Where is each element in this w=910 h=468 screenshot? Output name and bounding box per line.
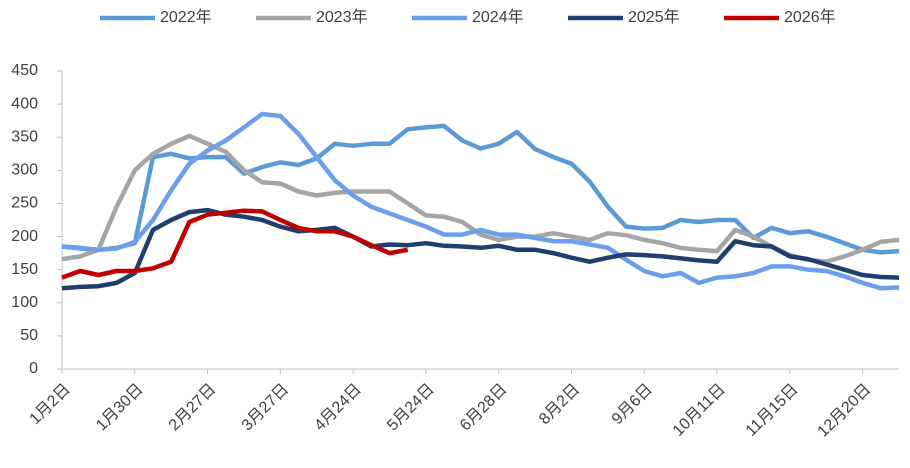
x-tick-label: 10月11日	[670, 381, 729, 440]
x-tick-label: 1月2日	[27, 381, 74, 428]
series-line	[61, 111, 900, 291]
x-tick-label: 9月6日	[609, 381, 656, 428]
y-tick-label: 300	[11, 162, 38, 179]
x-tick-label: 5月24日	[384, 381, 438, 435]
y-tick-label: 100	[11, 294, 38, 311]
y-tick-label: 50	[20, 327, 38, 344]
y-tick-label: 350	[11, 128, 38, 145]
x-tick-label: 12月20日	[815, 381, 875, 441]
legend-label: 2022年	[160, 8, 212, 26]
y-tick-label: 150	[11, 261, 38, 278]
series-line	[61, 208, 409, 280]
series-line	[61, 133, 900, 264]
x-tick-label: 11月15日	[743, 381, 802, 440]
x-tick-label: 4月24日	[311, 381, 365, 435]
y-tick-label: 450	[11, 62, 38, 79]
legend-label: 2023年	[316, 8, 368, 26]
legend-label: 2024年	[472, 8, 524, 26]
y-tick-label: 250	[11, 195, 38, 212]
legend-label: 2026年	[784, 8, 836, 26]
y-tick-label: 400	[11, 95, 38, 112]
x-tick-label: 8月2日	[536, 381, 583, 428]
x-tick-label: 6月28日	[457, 381, 511, 435]
y-tick-label: 0	[29, 360, 38, 377]
x-tick-label: 1月30日	[93, 381, 147, 435]
x-tick-label: 2月27日	[166, 381, 220, 435]
y-tick-label: 200	[11, 228, 38, 245]
x-tick-label: 3月27日	[239, 381, 293, 435]
series-line	[61, 207, 900, 291]
legend-label: 2025年	[628, 8, 680, 26]
